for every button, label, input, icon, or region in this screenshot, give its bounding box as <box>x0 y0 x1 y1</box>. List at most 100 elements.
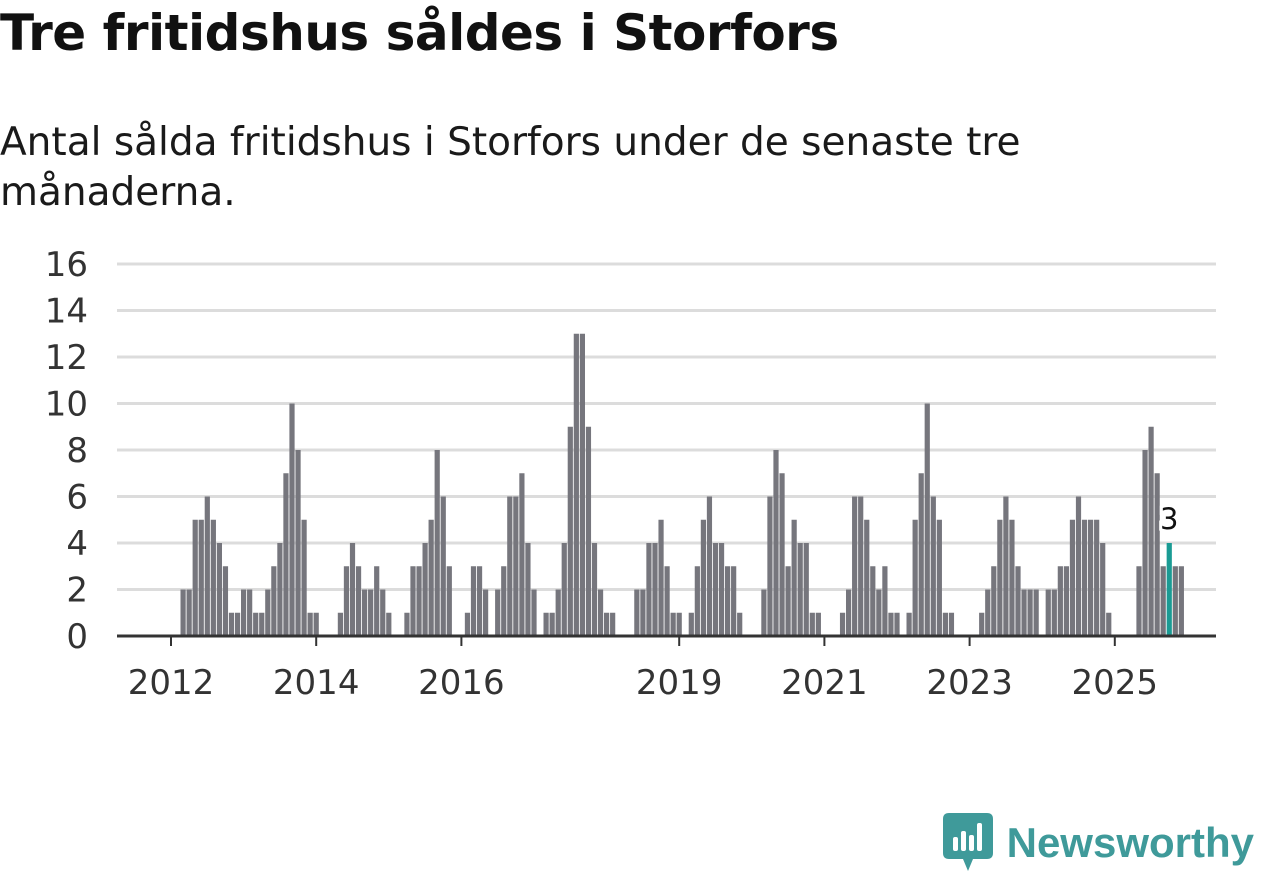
bar <box>289 403 295 636</box>
bar <box>997 519 1003 636</box>
bar <box>1003 496 1009 636</box>
bar <box>440 496 446 636</box>
bar <box>688 612 694 636</box>
bar <box>1154 473 1160 636</box>
bar <box>706 496 713 636</box>
bar <box>204 496 210 636</box>
bar <box>924 403 930 636</box>
bar <box>1160 566 1166 636</box>
bar <box>349 543 356 636</box>
bar <box>700 519 706 636</box>
x-tick-label: 2021 <box>781 663 868 700</box>
bar <box>779 473 785 636</box>
bar <box>761 589 767 636</box>
bar <box>1009 519 1015 636</box>
bar <box>579 333 585 636</box>
bar <box>1142 450 1148 636</box>
bar <box>1057 566 1063 636</box>
bar <box>271 566 277 636</box>
bar <box>634 589 640 636</box>
x-tick-label: 2025 <box>1072 663 1159 700</box>
bar <box>410 566 416 636</box>
bar <box>422 543 428 636</box>
bar <box>664 566 670 636</box>
bar <box>247 589 253 636</box>
bar <box>337 612 343 636</box>
bar <box>767 496 773 636</box>
bar <box>434 450 440 636</box>
bar <box>483 589 489 636</box>
bar <box>1033 589 1039 636</box>
bar <box>610 612 616 636</box>
bar <box>525 543 531 636</box>
bar <box>858 496 864 636</box>
chart-subtitle: Antal sålda fritidshus i Storfors under … <box>0 120 1021 215</box>
bar <box>368 589 374 636</box>
y-tick-label: 10 <box>45 385 88 425</box>
bars <box>180 333 1184 636</box>
bar <box>343 566 350 636</box>
bar <box>1075 496 1082 636</box>
bar <box>894 612 900 636</box>
bar <box>1094 519 1100 636</box>
bar <box>731 566 737 636</box>
bar <box>694 566 700 636</box>
bar <box>936 519 942 636</box>
bar <box>507 496 513 636</box>
bar <box>670 612 676 636</box>
bar <box>265 589 271 636</box>
bar <box>912 519 918 636</box>
bar <box>210 519 216 636</box>
x-tick-label: 2012 <box>128 663 215 700</box>
bar <box>1106 612 1112 636</box>
y-tick-label: 12 <box>45 338 88 378</box>
brand-logo: Newsworthy <box>942 813 1254 873</box>
bar <box>386 612 392 636</box>
bar <box>567 426 573 636</box>
bar <box>718 543 725 636</box>
x-axis: 2012 2014 2016 2019 2021 2023 2025 <box>128 636 1158 700</box>
bar <box>948 612 955 636</box>
bar <box>470 566 477 636</box>
x-tick-label: 2014 <box>273 663 360 700</box>
bar <box>1178 566 1184 636</box>
bar <box>591 543 598 636</box>
bar <box>555 589 561 636</box>
bar <box>428 519 434 636</box>
bar <box>646 543 652 636</box>
bar <box>198 519 204 636</box>
bar <box>918 473 924 636</box>
y-tick-label: 0 <box>66 617 88 657</box>
y-tick-label: 4 <box>66 524 88 564</box>
bar <box>228 612 235 636</box>
y-axis: 0 2 4 6 8 10 12 14 16 <box>45 245 88 657</box>
bar <box>519 473 525 636</box>
gridlines <box>117 262 1216 591</box>
bar <box>852 496 858 636</box>
bar <box>259 612 265 636</box>
bar <box>979 612 985 636</box>
bar <box>362 589 368 636</box>
bar <box>985 589 991 636</box>
bar <box>283 473 289 636</box>
bar <box>809 612 815 636</box>
bar <box>446 566 452 636</box>
bar <box>597 589 604 636</box>
bar <box>876 589 882 636</box>
y-tick-label: 6 <box>66 478 88 518</box>
bar <box>773 450 779 636</box>
bar <box>222 566 229 636</box>
bar <box>1069 519 1076 636</box>
bar <box>531 589 537 636</box>
bar <box>888 612 894 636</box>
bar <box>192 519 198 636</box>
y-tick-label: 8 <box>66 431 88 471</box>
bar <box>676 612 682 636</box>
bar <box>1166 543 1172 636</box>
bar <box>380 589 386 636</box>
bar <box>513 496 519 636</box>
bar <box>652 543 658 636</box>
bar <box>791 519 797 636</box>
bar <box>640 589 646 636</box>
bar <box>1045 589 1051 636</box>
